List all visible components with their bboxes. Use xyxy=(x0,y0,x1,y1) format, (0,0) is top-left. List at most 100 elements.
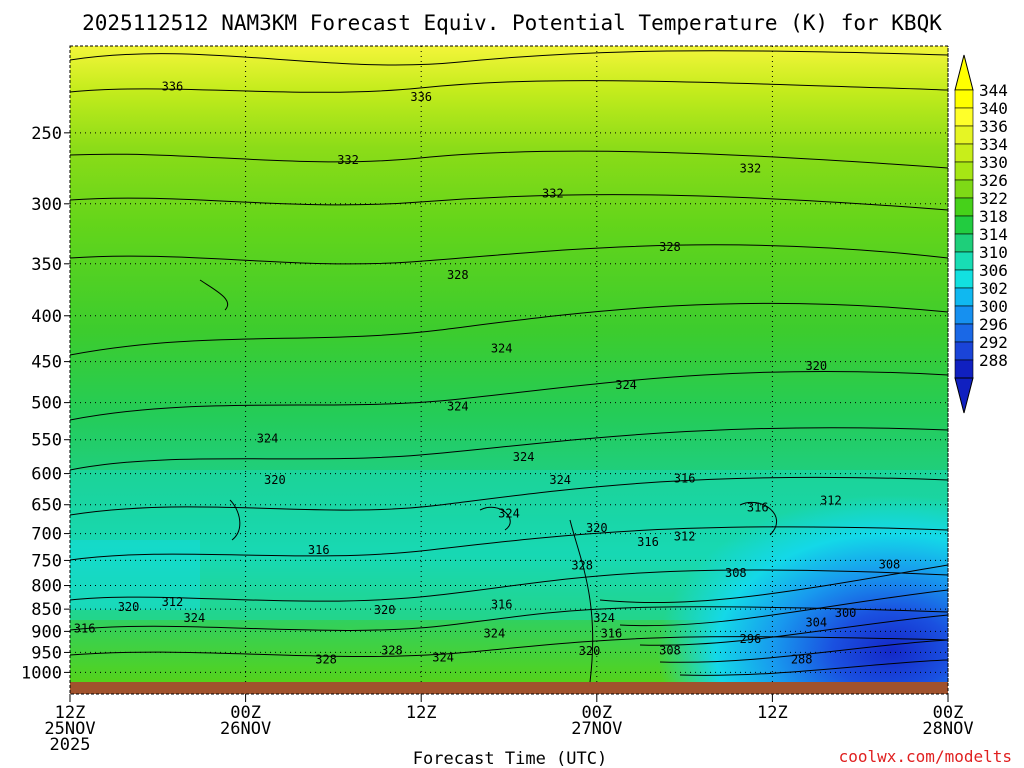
contour-label: 324 xyxy=(549,473,571,487)
colorbar-swatch xyxy=(954,323,974,343)
x-tick-label: 28NOV xyxy=(922,719,973,739)
colorbar-swatch xyxy=(954,107,974,127)
plot-area xyxy=(70,46,948,682)
credit-text[interactable]: coolwx.com/modelts xyxy=(839,747,1012,766)
contour-label: 308 xyxy=(659,643,681,657)
x-tick-label: 12Z xyxy=(55,703,86,723)
contour-label: 320 xyxy=(118,600,140,614)
y-tick-label: 900 xyxy=(31,622,62,642)
ground-bar xyxy=(70,682,948,694)
y-tick-label: 400 xyxy=(31,307,62,327)
contour-labels: 3363363323323323283283243243243243243243… xyxy=(74,80,901,667)
x-tick-label: 00Z xyxy=(230,703,261,723)
colorbar-swatch xyxy=(954,287,974,307)
colorbar-label: 326 xyxy=(979,171,1008,190)
contour-label: 316 xyxy=(637,535,659,549)
contour-label: 288 xyxy=(791,653,813,667)
colorbar-label: 322 xyxy=(979,189,1008,208)
cold-pool xyxy=(560,430,948,682)
contour-label: 324 xyxy=(513,450,535,464)
contour-label: 328 xyxy=(447,268,469,282)
colorbar-label: 344 xyxy=(979,81,1008,100)
x-tick-label: 26NOV xyxy=(220,719,271,739)
chart-title: 2025112512 NAM3KM Forecast Equiv. Potent… xyxy=(82,11,942,35)
contour-label: 316 xyxy=(747,501,769,515)
contour-label: 324 xyxy=(615,378,637,392)
colorbar-label: 314 xyxy=(979,225,1008,244)
contour-label: 312 xyxy=(162,595,184,609)
colorbar-swatch xyxy=(954,305,974,325)
y-tick-label: 1000 xyxy=(21,663,62,683)
colorbar-swatch xyxy=(954,269,974,289)
contour-label: 324 xyxy=(432,650,454,664)
contour-label: 320 xyxy=(805,359,827,373)
contour-label: 324 xyxy=(491,341,513,355)
colorbar-label: 330 xyxy=(979,153,1008,172)
contour-label: 316 xyxy=(491,598,513,612)
y-tick-label: 350 xyxy=(31,255,62,275)
y-tick-label: 750 xyxy=(31,551,62,571)
contour-label: 316 xyxy=(674,472,696,486)
contour-label: 324 xyxy=(257,431,279,445)
y-tick-label: 450 xyxy=(31,353,62,373)
contour-label: 316 xyxy=(601,627,623,641)
contour-label: 336 xyxy=(162,80,184,94)
colorbar-label: 334 xyxy=(979,135,1008,154)
contour-label: 332 xyxy=(337,153,359,167)
colorbar-label: 300 xyxy=(979,297,1008,316)
contour-label: 328 xyxy=(381,643,403,657)
colorbar-swatch xyxy=(954,359,974,379)
y-tick-label: 600 xyxy=(31,465,62,485)
colorbar-label: 310 xyxy=(979,243,1008,262)
plot-frame xyxy=(69,45,949,695)
x-axis-label: Forecast Time (UTC) xyxy=(413,749,607,768)
colorbar-swatch xyxy=(954,143,974,163)
colorbar-swatch xyxy=(954,341,974,361)
contour-label: 324 xyxy=(484,627,506,641)
contour-label: 316 xyxy=(74,621,96,635)
y-tick-label: 300 xyxy=(31,195,62,215)
contour-label: 308 xyxy=(725,566,747,580)
y-tick-label: 850 xyxy=(31,600,62,620)
contour-label: 304 xyxy=(805,616,827,630)
contour-label: 312 xyxy=(674,529,696,543)
contour-label: 296 xyxy=(740,632,762,646)
x-tick-label: 12Z xyxy=(757,703,788,723)
y-tick-label: 250 xyxy=(31,124,62,144)
contour-label: 308 xyxy=(879,558,901,572)
colorbar-bottom-arrow xyxy=(954,377,974,414)
colorbar-label: 292 xyxy=(979,333,1008,352)
y-tick-label: 550 xyxy=(31,431,62,451)
colorbar-swatch xyxy=(954,125,974,145)
contour-label: 328 xyxy=(571,559,593,573)
colorbar-swatch xyxy=(954,233,974,253)
contour-label: 300 xyxy=(835,606,857,620)
x-tick-label: 12Z xyxy=(406,703,437,723)
contour-label: 324 xyxy=(184,611,206,625)
x-tick-label: 2025 xyxy=(50,735,91,755)
colorbar-label: 288 xyxy=(979,351,1008,370)
colorbar-top-arrow xyxy=(954,54,974,91)
contour-label: 332 xyxy=(740,162,762,176)
contour-label: 316 xyxy=(308,543,330,557)
y-tick-label: 700 xyxy=(31,525,62,545)
colorbar-swatch xyxy=(954,251,974,271)
y-tick-label: 650 xyxy=(31,496,62,516)
colorbar: 3443403363343303263223183143103063023002… xyxy=(954,54,1008,414)
contour-label: 320 xyxy=(374,603,396,617)
x-tick-label: 25NOV xyxy=(44,719,95,739)
colorbar-swatch xyxy=(954,161,974,181)
x-tick-label: 00Z xyxy=(581,703,612,723)
contour-label: 324 xyxy=(593,611,615,625)
colorbar-swatch xyxy=(954,179,974,199)
contour-label: 324 xyxy=(498,507,520,521)
y-tick-label: 800 xyxy=(31,577,62,597)
colorbar-label: 336 xyxy=(979,117,1008,136)
contour-label: 320 xyxy=(586,521,608,535)
colorbar-label: 340 xyxy=(979,99,1008,118)
contour-label: 312 xyxy=(820,494,842,508)
colorbar-swatch xyxy=(954,89,974,109)
colorbar-label: 302 xyxy=(979,279,1008,298)
colorbar-label: 318 xyxy=(979,207,1008,226)
